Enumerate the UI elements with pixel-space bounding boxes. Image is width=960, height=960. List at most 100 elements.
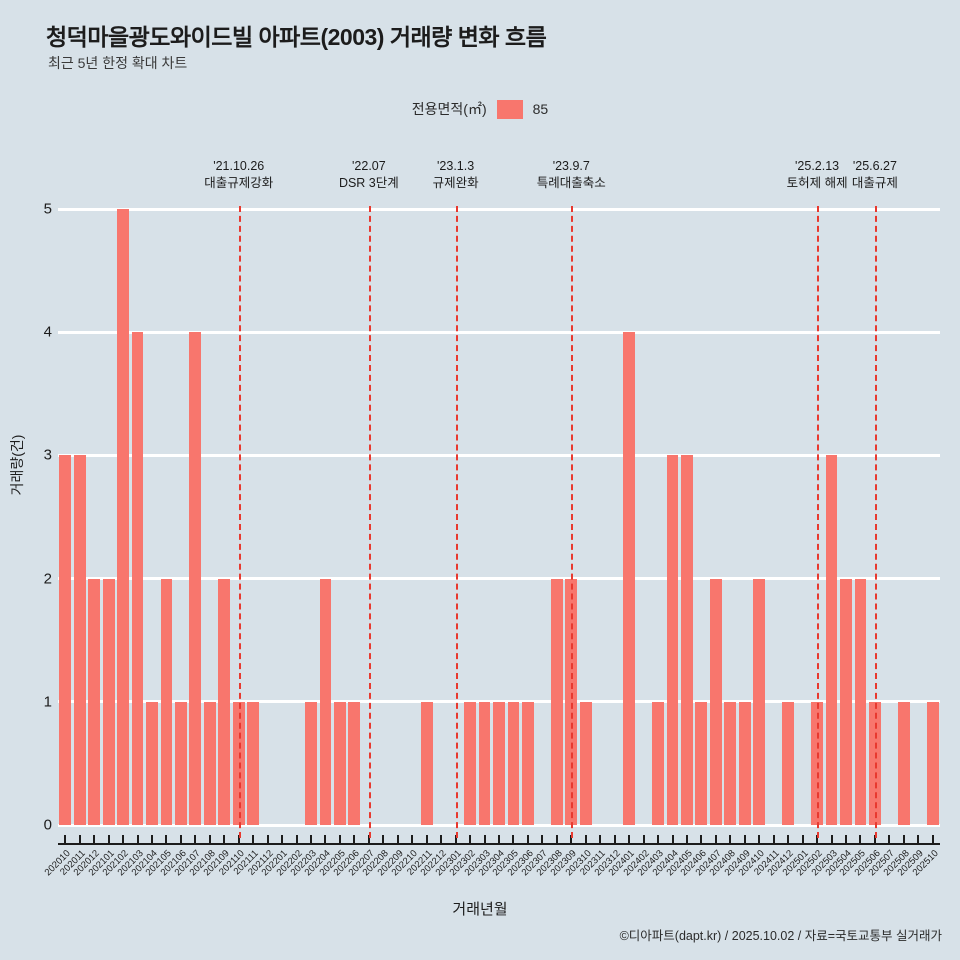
y-axis: 0 1 2 3 4 5: [0, 201, 52, 834]
bar[interactable]: [117, 209, 129, 825]
bar[interactable]: [897, 701, 910, 825]
x-axis-tick: [353, 835, 356, 844]
x-axis-tick: [671, 835, 674, 844]
x-axis-tick: [758, 835, 761, 844]
x-axis-tick: [425, 835, 428, 844]
bar[interactable]: [623, 332, 636, 825]
x-axis-tick: [281, 835, 284, 844]
x-axis-tick: [599, 835, 602, 844]
bar[interactable]: [681, 455, 693, 825]
y-axis-title: 거래량(건): [9, 434, 25, 496]
bar[interactable]: [782, 701, 795, 825]
x-axis-tick: [93, 835, 96, 844]
y-axis-tick-label: 5: [43, 200, 52, 218]
y-axis-tick-label: 2: [43, 570, 52, 588]
bar[interactable]: [160, 578, 173, 825]
x-axis-line: [58, 843, 940, 845]
bar[interactable]: [102, 578, 115, 825]
x-axis-tick: [237, 835, 240, 844]
y-axis-tick-label: 3: [43, 446, 52, 464]
annotation-date: '23.9.7: [552, 159, 590, 173]
bar[interactable]: [753, 578, 766, 825]
bar[interactable]: [319, 578, 332, 825]
bar[interactable]: [305, 701, 317, 825]
x-axis-tick: [541, 835, 544, 844]
bar[interactable]: [579, 701, 592, 825]
bar[interactable]: [464, 701, 476, 825]
bar[interactable]: [59, 455, 72, 825]
x-axis-tick: [411, 835, 414, 844]
bar[interactable]: [247, 701, 260, 825]
x-axis-tick: [787, 835, 790, 844]
annotation-text: 대출규제: [851, 175, 898, 190]
x-axis-tick: [295, 835, 298, 844]
bar[interactable]: [203, 701, 216, 825]
x-axis-tick: [150, 835, 153, 844]
bar[interactable]: [478, 701, 491, 825]
bar[interactable]: [854, 578, 867, 825]
annotation-text: 대출규제강화: [204, 175, 274, 190]
x-axis-tick: [165, 835, 168, 844]
bar[interactable]: [840, 578, 852, 825]
gridline: [58, 453, 940, 457]
bar[interactable]: [348, 701, 361, 825]
x-axis-tick: [338, 835, 341, 844]
x-axis-tick: [324, 835, 327, 844]
bar[interactable]: [131, 332, 144, 825]
x-axis-tick: [252, 835, 255, 844]
x-axis-tick: [266, 835, 269, 844]
x-axis-tick: [194, 835, 197, 844]
bar[interactable]: [334, 701, 346, 825]
annotation-date: '23.1.3: [437, 159, 475, 173]
bar[interactable]: [709, 578, 722, 825]
bar[interactable]: [420, 701, 433, 825]
x-axis-tick: [396, 835, 399, 844]
bar[interactable]: [724, 701, 737, 825]
x-axis-tick: [122, 835, 125, 844]
x-axis-tick: [888, 835, 891, 844]
bar[interactable]: [926, 701, 939, 825]
bar[interactable]: [550, 578, 563, 825]
annotation-text: DSR 3단계: [338, 175, 399, 190]
bar[interactable]: [695, 701, 708, 825]
x-axis-tick: [208, 835, 211, 844]
legend-swatch-85: [496, 99, 523, 119]
x-axis-tick: [223, 835, 226, 844]
bar[interactable]: [189, 332, 202, 825]
bar[interactable]: [825, 455, 838, 825]
chart-legend: 전용면적(㎡) 85: [0, 96, 960, 122]
bar[interactable]: [666, 455, 679, 825]
x-axis-tick: [685, 835, 688, 844]
bar[interactable]: [174, 701, 187, 825]
bar[interactable]: [88, 578, 101, 825]
x-axis-tick: [902, 835, 905, 844]
x-axis-tick: [107, 835, 110, 844]
bar[interactable]: [146, 701, 158, 825]
chart-footer: ©디아파트(dapt.kr) / 2025.10.02 / 자료=국토교통부 실…: [619, 929, 942, 943]
annotation-vline: [817, 206, 820, 838]
annotation-date: '21.10.26: [213, 159, 265, 173]
bar[interactable]: [493, 701, 505, 825]
x-axis-tick: [873, 835, 876, 844]
bar[interactable]: [738, 701, 751, 825]
annotation-vline: [874, 206, 877, 838]
x-axis-tick: [714, 835, 717, 844]
annotation-text: 특례대출축소: [536, 175, 606, 190]
x-axis-tick: [512, 835, 515, 844]
x-axis-tick: [483, 835, 486, 844]
annotation-label: '23.1.3 규제완화: [433, 158, 479, 192]
plot-area: [58, 207, 940, 827]
x-axis-tick: [382, 835, 385, 844]
bar[interactable]: [73, 455, 86, 825]
x-axis-tick: [136, 835, 139, 844]
bar[interactable]: [507, 701, 520, 825]
y-axis-tick-label: 1: [43, 693, 52, 711]
bar[interactable]: [521, 701, 534, 825]
y-axis-tick-label: 0: [43, 816, 52, 834]
bar[interactable]: [652, 701, 664, 825]
x-axis-tick: [743, 835, 746, 844]
bar[interactable]: [811, 701, 823, 825]
chart-subtitle: 최근 5년 한정 확대 차트: [48, 55, 188, 71]
bar[interactable]: [218, 578, 231, 825]
bar[interactable]: [232, 701, 245, 825]
